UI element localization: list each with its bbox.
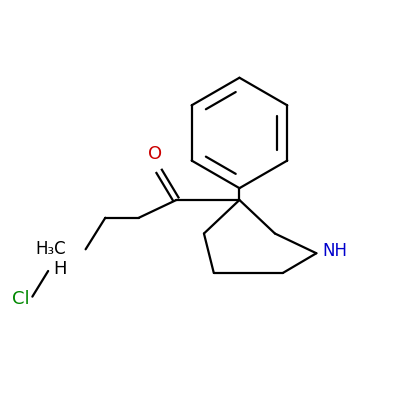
- Text: H: H: [53, 260, 66, 278]
- Text: Cl: Cl: [12, 290, 29, 308]
- Text: H₃C: H₃C: [35, 240, 66, 258]
- Text: NH: NH: [322, 242, 347, 260]
- Text: O: O: [148, 144, 162, 162]
